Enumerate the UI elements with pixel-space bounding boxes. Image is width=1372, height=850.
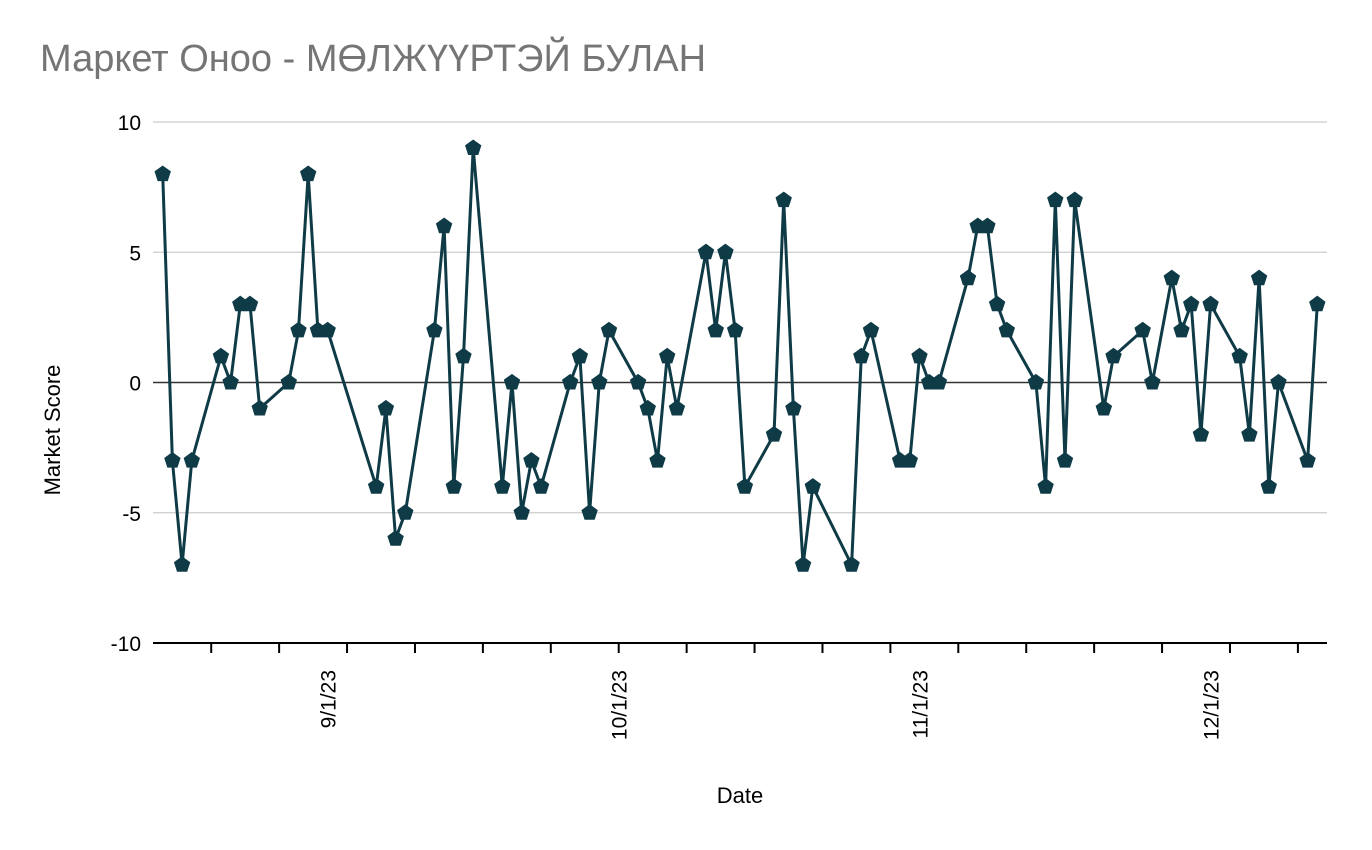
- series-line-path: [161, 147, 1319, 571]
- data-point: [1066, 191, 1083, 208]
- data-point: [1163, 269, 1180, 286]
- data-point: [804, 478, 821, 494]
- data-point: [794, 556, 812, 572]
- data-point: [1270, 373, 1287, 390]
- data-point: [1309, 295, 1326, 312]
- data-point: [251, 399, 268, 416]
- data-point: [853, 347, 870, 364]
- data-point: [1027, 373, 1045, 390]
- data-point: [629, 373, 647, 390]
- data-point: [1250, 269, 1268, 286]
- data-point: [532, 478, 550, 494]
- series-markers: [154, 139, 1326, 572]
- y-tick-labels: 10 5 0 -5 -10: [111, 112, 141, 656]
- data-point: [979, 217, 996, 234]
- data-point: [988, 295, 1006, 312]
- data-point: [503, 373, 521, 390]
- data-point: [212, 347, 230, 364]
- data-point: [639, 399, 656, 416]
- data-point: [290, 321, 307, 338]
- y-tick-label: 0: [129, 373, 141, 396]
- data-point: [571, 347, 589, 364]
- data-point: [726, 321, 744, 338]
- data-point: [736, 478, 754, 494]
- data-point: [241, 295, 259, 312]
- x-tick-labels: 9/1/23 10/1/23 11/1/23 12/1/23: [318, 670, 1224, 740]
- y-axis-title: Market Score: [40, 365, 65, 496]
- gridlines: [153, 121, 1327, 514]
- data-point: [154, 165, 171, 182]
- data-point: [173, 556, 191, 572]
- data-point: [697, 243, 715, 260]
- data-point: [1105, 347, 1122, 364]
- data-point: [600, 321, 618, 338]
- data-point: [377, 399, 395, 416]
- data-point: [280, 373, 297, 390]
- x-tick-label: 10/1/23: [609, 670, 632, 740]
- data-point: [1047, 191, 1064, 208]
- data-point: [1095, 399, 1113, 416]
- data-point: [1144, 373, 1161, 390]
- data-point: [659, 347, 676, 364]
- x-tick-label: 11/1/23: [909, 670, 932, 739]
- data-point: [164, 451, 181, 468]
- y-tick-label: 5: [129, 242, 141, 265]
- data-point: [591, 373, 608, 390]
- data-point: [1299, 451, 1316, 468]
- data-point: [1134, 321, 1151, 338]
- x-tick-label: 12/1/23: [1201, 670, 1224, 740]
- data-point: [1173, 321, 1190, 338]
- data-point: [1260, 478, 1277, 494]
- data-point: [1037, 478, 1054, 494]
- data-point: [901, 451, 918, 468]
- data-point: [494, 478, 511, 494]
- data-point: [765, 425, 783, 442]
- data-point: [998, 321, 1015, 338]
- data-point: [426, 321, 443, 338]
- data-point: [1056, 451, 1074, 468]
- data-point: [319, 321, 336, 338]
- x-axis-title: Date: [717, 783, 763, 808]
- data-point: [387, 530, 404, 546]
- data-point: [300, 165, 317, 182]
- data-point: [707, 321, 724, 338]
- data-point: [367, 478, 385, 494]
- data-point: [1241, 425, 1258, 442]
- data-point: [465, 139, 482, 155]
- data-point: [930, 373, 948, 390]
- data-point: [513, 504, 530, 520]
- data-point: [911, 347, 928, 364]
- data-point: [649, 451, 666, 468]
- data-point: [1231, 347, 1248, 364]
- data-point: [455, 347, 472, 364]
- series-line: [161, 147, 1319, 571]
- y-tick-label: 10: [118, 112, 141, 135]
- data-point: [222, 373, 239, 390]
- y-tick-label: -10: [111, 633, 141, 656]
- data-point: [1183, 295, 1200, 312]
- axes: [153, 642, 1327, 653]
- data-point: [183, 451, 200, 468]
- data-point: [581, 504, 598, 520]
- data-point: [717, 243, 734, 260]
- x-tick-label: 9/1/23: [318, 670, 341, 728]
- data-point: [775, 191, 792, 208]
- y-tick-label: -5: [122, 503, 141, 526]
- data-point: [959, 269, 977, 286]
- data-point: [523, 451, 540, 468]
- data-point: [862, 321, 880, 338]
- chart-title: Маркет Оноо - МӨЛЖҮҮРТЭЙ БУЛАН: [40, 38, 707, 80]
- data-point: [435, 217, 453, 234]
- data-point: [397, 504, 414, 520]
- data-point: [668, 399, 686, 416]
- data-point: [785, 399, 802, 416]
- data-point: [562, 373, 579, 390]
- data-point: [445, 478, 462, 494]
- data-point: [843, 556, 860, 572]
- data-point: [1202, 295, 1219, 312]
- data-point: [1192, 425, 1210, 442]
